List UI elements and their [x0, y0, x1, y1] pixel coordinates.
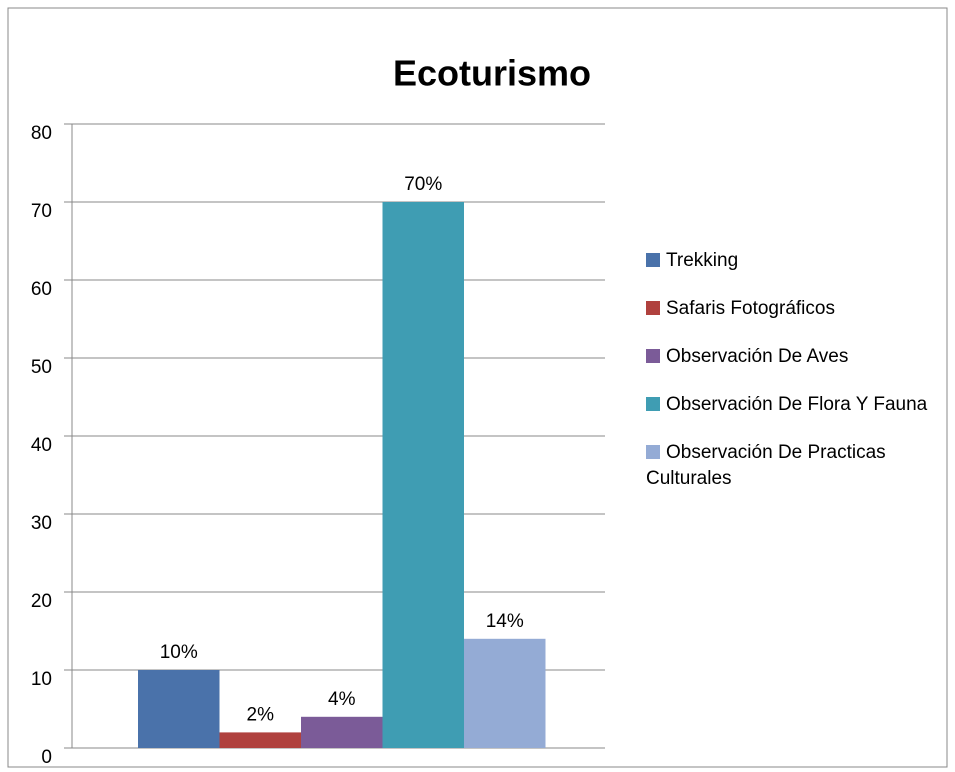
value-label: 70% — [404, 174, 442, 195]
legend-label: Trekking — [666, 250, 739, 271]
legend-label: Observación De Practicas Culturales — [646, 442, 886, 489]
y-tick-label: 80 — [31, 123, 52, 144]
chart-border — [7, 7, 948, 768]
legend-label: Observación De Aves — [666, 346, 849, 367]
y-tick-label: 70 — [31, 201, 52, 222]
value-label: 2% — [247, 704, 275, 725]
bar — [382, 202, 464, 748]
bar — [219, 732, 301, 748]
bar — [301, 716, 383, 748]
legend-entry: Observación De Aves — [646, 344, 946, 370]
chart-title: Ecoturismo — [393, 53, 591, 94]
y-tick-label: 60 — [31, 279, 52, 300]
legend-label: Safaris Fotográficos — [666, 298, 835, 319]
value-label: 14% — [486, 611, 524, 632]
value-label: 10% — [160, 642, 198, 663]
legend-label: Observación De Flora Y Fauna — [666, 394, 928, 415]
y-tick-label: 0 — [41, 747, 52, 768]
y-tick-label: 20 — [31, 591, 52, 612]
legend-swatch — [646, 301, 660, 315]
y-tick-label: 40 — [31, 435, 52, 456]
y-tick-label: 50 — [31, 357, 52, 378]
value-label: 4% — [328, 689, 356, 710]
y-tick-label: 10 — [31, 669, 52, 690]
y-tick-label: 30 — [31, 513, 52, 534]
legend-swatch — [646, 445, 660, 459]
legend-entry: Observación De Flora Y Fauna — [646, 392, 946, 418]
legend-entry: Safaris Fotográficos — [646, 296, 946, 322]
legend-entry: Trekking — [646, 248, 946, 274]
legend: Trekking Safaris Fotográficos Observación … — [646, 248, 946, 514]
legend-swatch — [646, 397, 660, 411]
legend-swatch — [646, 349, 660, 363]
bar — [464, 638, 546, 748]
legend-entry: Observación De Practicas Culturales — [646, 440, 946, 492]
bar — [138, 670, 220, 748]
legend-swatch — [646, 253, 660, 267]
